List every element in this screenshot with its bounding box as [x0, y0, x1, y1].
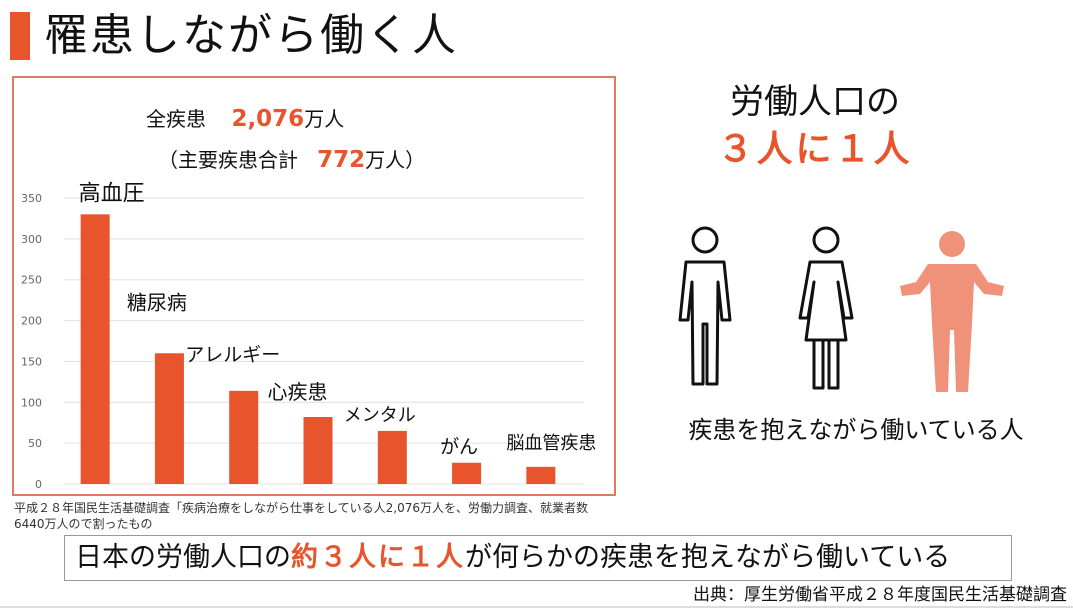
page-title: 罹患しながら働く人: [44, 10, 458, 61]
summary-total-value: 2,076: [231, 106, 305, 132]
summary-main-label: （主要疾患合計: [158, 148, 298, 172]
summary-main-value: 772: [317, 147, 366, 173]
category-label: アレルギー: [185, 344, 280, 366]
bar: [377, 430, 407, 484]
conclusion-accent: 約３人に１人: [291, 542, 465, 573]
category-label: 心疾患: [268, 380, 328, 404]
bottom-divider: [0, 606, 1073, 608]
category-label: がん: [440, 436, 478, 458]
conclusion-after: が何らかの疾患を抱えながら働いている: [465, 542, 951, 573]
bar-chart: 0 50 100 150 200 250 300 350 高血圧糖尿病アレルギー心疾患メンタルが…: [21, 181, 596, 491]
category-label: 糖尿病: [127, 290, 187, 314]
category-label: 高血圧: [79, 181, 145, 206]
woman-icon: [798, 226, 854, 390]
title-accent-bar: [10, 12, 30, 60]
man-icon: [678, 226, 732, 386]
y-tick-label: 300: [21, 233, 42, 246]
conclusion-text: 日本の労働人口の約３人に１人が何らかの疾患を抱えながら働いている: [75, 538, 950, 578]
conclusion-box: 日本の労働人口の約３人に１人が何らかの疾患を抱えながら働いている: [64, 535, 1012, 581]
bar: [303, 416, 333, 484]
y-tick-label: 350: [21, 192, 42, 205]
people-caption: 疾患を抱えながら働いている人: [688, 416, 1024, 444]
y-tick-label: 200: [21, 315, 42, 328]
y-tick-label: 50: [28, 437, 42, 450]
summary-main: （主要疾患合計 772万人）: [158, 144, 425, 173]
y-tick-label: 250: [21, 274, 42, 287]
summary-total-label: 全疾患: [146, 107, 206, 131]
summary-total-unit: 万人: [304, 107, 345, 131]
bar: [154, 353, 184, 484]
bar: [452, 462, 482, 484]
y-tick-label: 0: [35, 478, 42, 491]
bar: [80, 214, 110, 485]
category-label: 脳血管疾患: [506, 433, 596, 454]
right-title-line2: ３人に１人: [717, 129, 913, 170]
summary-total: 全疾患 2,076万人: [146, 103, 344, 132]
right-title-line1: 労働人口の: [730, 82, 900, 122]
highlighted-person-icon: [900, 231, 1004, 392]
chart-panel: 0 50 100 150 200 250 300 350 高血圧糖尿病アレルギー心疾患 メンタルが…: [12, 76, 616, 496]
chart-footnote: 平成２８年国民生活基礎調査「疾病治療をしながら仕事をしている人2,076万人を、…: [14, 501, 588, 531]
category-label: メンタル: [344, 405, 416, 426]
source-citation: 出典：厚生労働省平成２８年度国民生活基礎調査: [693, 585, 1067, 605]
bar: [229, 390, 259, 484]
y-tick-label: 100: [21, 396, 42, 409]
y-tick-label: 150: [21, 355, 42, 368]
people-illustration: [678, 226, 1004, 392]
bar: [526, 466, 556, 484]
conclusion-before: 日本の労働人口の: [75, 542, 291, 573]
summary-main-unit: 万人）: [365, 148, 426, 172]
